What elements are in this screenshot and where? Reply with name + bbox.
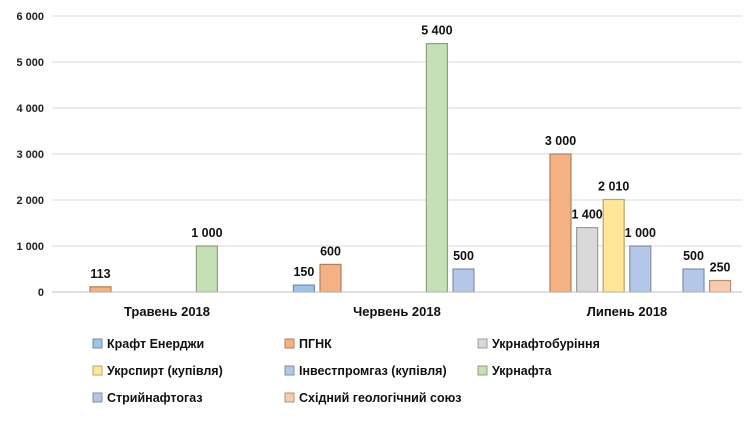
legend-swatch [92,392,103,403]
bar [195,245,218,293]
y-tick-label: 6 000 [16,11,44,23]
data-label: 113 [90,267,110,281]
bar [425,42,448,293]
data-label: 3 000 [545,134,576,148]
legend-swatch [477,365,488,376]
data-label: 1 400 [571,208,602,222]
data-label: 600 [320,244,341,258]
legend-label: ПГНК [299,337,332,351]
legend-swatch [92,365,103,376]
legend-label: Укрспирт (купівля) [107,364,223,378]
legend-label: Східний геологічний союз [299,391,461,405]
legend-label: Стрийнафтогаз [107,391,203,405]
y-tick-label: 5 000 [16,57,44,69]
legend-label: Інвестпромгаз (купівля) [299,364,447,378]
x-tick-label: Липень 2018 [587,304,668,319]
data-label: 5 400 [421,24,452,38]
data-label: 1 000 [191,226,222,240]
bar [575,227,599,293]
data-label: 150 [293,265,314,279]
data-label: 500 [683,249,704,263]
bar [682,268,705,293]
legend-label: Крафт Енерджи [107,337,204,351]
data-label: 2 010 [598,180,629,194]
legend-swatch [284,365,295,376]
data-label: 250 [710,261,731,275]
y-tick-label: 4 000 [16,103,44,115]
data-label: 1 000 [625,226,656,240]
legend-swatch [477,338,488,349]
bar [89,286,112,293]
x-tick-label: Червень 2018 [353,304,441,319]
y-tick-label: 2 000 [16,195,44,207]
data-label: 500 [453,249,474,263]
bar [708,279,732,293]
bar [629,245,652,293]
y-tick-label: 3 000 [16,149,44,161]
legend-label: Укрнафта [492,364,553,378]
bar [452,268,475,293]
bar [549,153,572,293]
y-tick-label: 0 [38,287,44,299]
bar [319,263,342,293]
legend-swatch [284,338,295,349]
legend-swatch [92,338,103,349]
bar [602,198,625,293]
y-tick-label: 1 000 [16,241,44,253]
x-tick-label: Травень 2018 [124,304,210,319]
legend-swatch [284,392,295,403]
bar [292,284,315,293]
legend-label: Укрнафтобуріння [492,337,600,351]
